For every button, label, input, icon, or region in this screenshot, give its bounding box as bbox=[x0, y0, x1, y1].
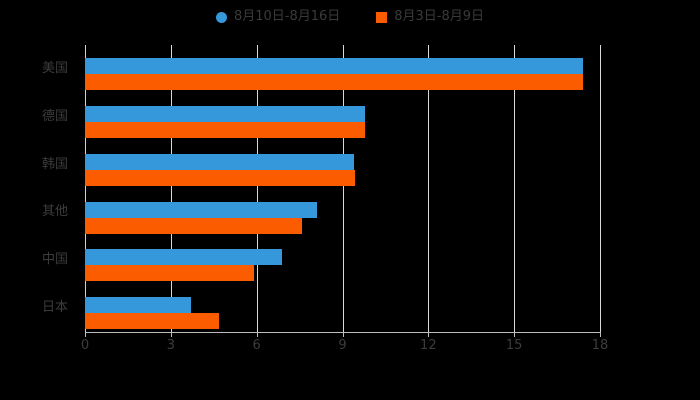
bar-美国-series-0[interactable] bbox=[85, 58, 583, 74]
gridline-x-9 bbox=[342, 45, 344, 332]
bar-韩国-series-1[interactable] bbox=[85, 169, 356, 186]
bar-其他-series-1[interactable] bbox=[85, 217, 303, 234]
x-tick-label-9: 9 bbox=[338, 338, 347, 353]
x-tick-mark-12 bbox=[428, 332, 430, 337]
gridline-x-15 bbox=[514, 45, 516, 332]
bar-group bbox=[85, 284, 600, 332]
x-tick-label-18: 18 bbox=[591, 338, 609, 353]
y-tick-label-0: 美国 bbox=[41, 60, 68, 76]
y-axis: 美国德国韩国其他中国日本 bbox=[0, 45, 78, 332]
gridline-x-6 bbox=[256, 45, 258, 332]
y-tick-label-1: 德国 bbox=[41, 108, 68, 124]
gridline-x-12 bbox=[428, 45, 430, 332]
gridline-x-3 bbox=[170, 45, 172, 332]
y-tick-label-5: 日本 bbox=[41, 300, 68, 316]
plot-area bbox=[85, 45, 601, 332]
bar-中国-series-0[interactable] bbox=[85, 249, 283, 266]
x-tick-mark-9 bbox=[342, 332, 344, 337]
x-tick-label-0: 0 bbox=[80, 338, 90, 353]
bar-group bbox=[85, 189, 600, 237]
gridline-x-0 bbox=[85, 45, 86, 332]
bar-group bbox=[85, 236, 600, 284]
x-tick-mark-15 bbox=[514, 332, 516, 337]
legend-label-series-1: 8月3日-8月9日 bbox=[394, 9, 485, 24]
y-tick-label-3: 其他 bbox=[41, 204, 68, 220]
x-tick-label-12: 12 bbox=[420, 338, 437, 353]
bar-韩国-series-0[interactable] bbox=[85, 153, 354, 170]
bar-美国-series-1[interactable] bbox=[85, 74, 583, 90]
bar-德国-series-1[interactable] bbox=[85, 121, 366, 138]
chart-legend: 8月10日-8月16日 8月3日-8月9日 bbox=[0, 4, 700, 30]
bar-group bbox=[85, 45, 600, 93]
y-tick-label-2: 韩国 bbox=[41, 156, 68, 172]
legend-label-series-0: 8月10日-8月16日 bbox=[233, 9, 341, 24]
bar-其他-series-0[interactable] bbox=[85, 201, 317, 218]
legend-item-series-1[interactable]: 8月3日-8月9日 bbox=[376, 9, 484, 25]
bar-中国-series-1[interactable] bbox=[85, 265, 254, 282]
x-axis: 0 3 6 9 12 15 18 bbox=[81, 332, 608, 362]
bar-日本-series-1[interactable] bbox=[85, 313, 220, 330]
bar-group bbox=[85, 141, 600, 189]
x-tick-label-3: 3 bbox=[166, 338, 175, 353]
x-tick-mark-0 bbox=[85, 332, 86, 337]
x-tick-label-15: 15 bbox=[505, 338, 523, 353]
y-tick-label-4: 中国 bbox=[41, 252, 68, 268]
legend-marker-square-icon bbox=[376, 11, 388, 23]
legend-marker-circle-icon bbox=[215, 11, 227, 23]
bar-group bbox=[85, 93, 600, 141]
legend-item-series-0[interactable]: 8月10日-8月16日 bbox=[215, 9, 341, 25]
gridline-x-18 bbox=[600, 45, 601, 332]
x-tick-label-6: 6 bbox=[252, 338, 261, 353]
x-tick-mark-3 bbox=[170, 332, 172, 337]
bar-德国-series-0[interactable] bbox=[85, 105, 366, 122]
bar-日本-series-0[interactable] bbox=[85, 297, 191, 314]
x-tick-mark-6 bbox=[256, 332, 258, 337]
x-tick-mark-18 bbox=[600, 332, 601, 337]
